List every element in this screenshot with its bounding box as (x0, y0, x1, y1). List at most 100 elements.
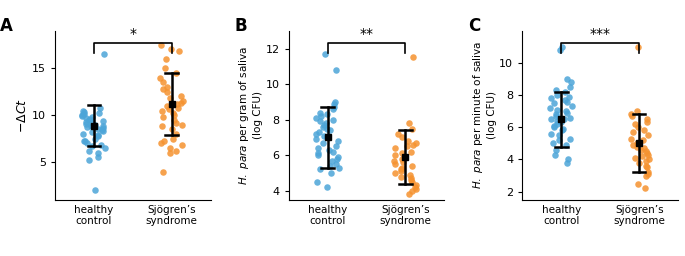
Point (177, 123, 188, 127)
Point (407, 189, 418, 193)
Point (82, 141, 92, 145)
Point (321, 112, 332, 116)
Point (547, 141, 558, 145)
Y-axis label: $\mathit{H.\ para}$ per minute of saliva
(log CFU): $\mathit{H.\ para}$ per minute of saliva… (471, 41, 497, 189)
Point (162, 90, 173, 94)
Point (90, 137, 101, 141)
Point (627, 130, 638, 134)
Point (77, 109, 88, 113)
Point (401, 144, 412, 148)
Point (167, 137, 178, 141)
Point (176, 94, 187, 99)
Point (330, 68, 341, 72)
Point (403, 192, 414, 196)
Point (158, 140, 169, 144)
Point (553, 133, 564, 137)
Y-axis label: $-\Delta Ct$: $-\Delta Ct$ (16, 98, 29, 133)
Point (631, 141, 642, 145)
Point (164, 106, 175, 111)
Point (84, 158, 95, 162)
Point (410, 183, 421, 187)
Point (85, 117, 96, 121)
Point (561, 161, 572, 165)
Point (406, 178, 416, 182)
Point (551, 108, 562, 112)
Point (160, 66, 171, 70)
Point (171, 71, 182, 75)
Point (89, 188, 100, 192)
Point (410, 141, 421, 145)
Point (561, 143, 572, 147)
Point (562, 111, 573, 115)
Point (327, 150, 338, 154)
Point (320, 52, 331, 56)
Point (633, 125, 644, 129)
Point (93, 111, 104, 115)
Point (312, 151, 323, 155)
Point (638, 138, 649, 142)
Point (630, 156, 640, 160)
Point (319, 123, 329, 127)
Point (92, 127, 103, 131)
Point (158, 80, 169, 84)
Point (322, 135, 333, 140)
Point (92, 134, 103, 138)
Point (173, 106, 184, 110)
Point (96, 128, 107, 132)
Point (399, 155, 410, 159)
Point (550, 88, 561, 92)
Point (92, 155, 103, 159)
Point (168, 111, 179, 115)
Point (325, 164, 336, 168)
Point (641, 159, 652, 163)
Point (318, 141, 329, 145)
Point (86, 124, 97, 129)
Point (330, 144, 341, 148)
Point (332, 139, 343, 143)
Point (625, 112, 636, 116)
Point (310, 132, 321, 136)
Point (406, 126, 417, 131)
Point (158, 115, 169, 119)
Point (172, 102, 183, 106)
Point (557, 45, 568, 49)
Point (327, 158, 338, 163)
Point (633, 45, 644, 49)
Point (161, 104, 172, 108)
Point (406, 164, 417, 168)
Point (80, 116, 91, 120)
Point (158, 169, 169, 174)
Point (395, 175, 406, 179)
Point (332, 157, 342, 161)
Point (633, 182, 644, 186)
Point (643, 153, 653, 157)
Point (642, 170, 653, 174)
Point (410, 185, 421, 189)
Point (157, 123, 168, 127)
Point (640, 174, 651, 178)
Point (334, 166, 345, 170)
Point (546, 132, 557, 136)
Point (548, 124, 559, 128)
Point (82, 125, 92, 130)
Point (318, 125, 329, 129)
Point (626, 114, 637, 118)
Point (97, 123, 108, 127)
Point (328, 105, 339, 109)
Point (560, 90, 571, 94)
Point (641, 165, 652, 169)
Point (97, 126, 108, 130)
Point (94, 106, 105, 110)
Point (99, 52, 110, 56)
Point (313, 153, 324, 157)
Point (332, 155, 343, 159)
Point (164, 146, 175, 150)
Point (314, 167, 325, 172)
Point (327, 107, 338, 111)
Point (175, 101, 186, 105)
Point (643, 133, 653, 137)
Point (84, 118, 95, 122)
Point (77, 113, 88, 117)
Point (405, 173, 416, 177)
Point (169, 113, 179, 117)
